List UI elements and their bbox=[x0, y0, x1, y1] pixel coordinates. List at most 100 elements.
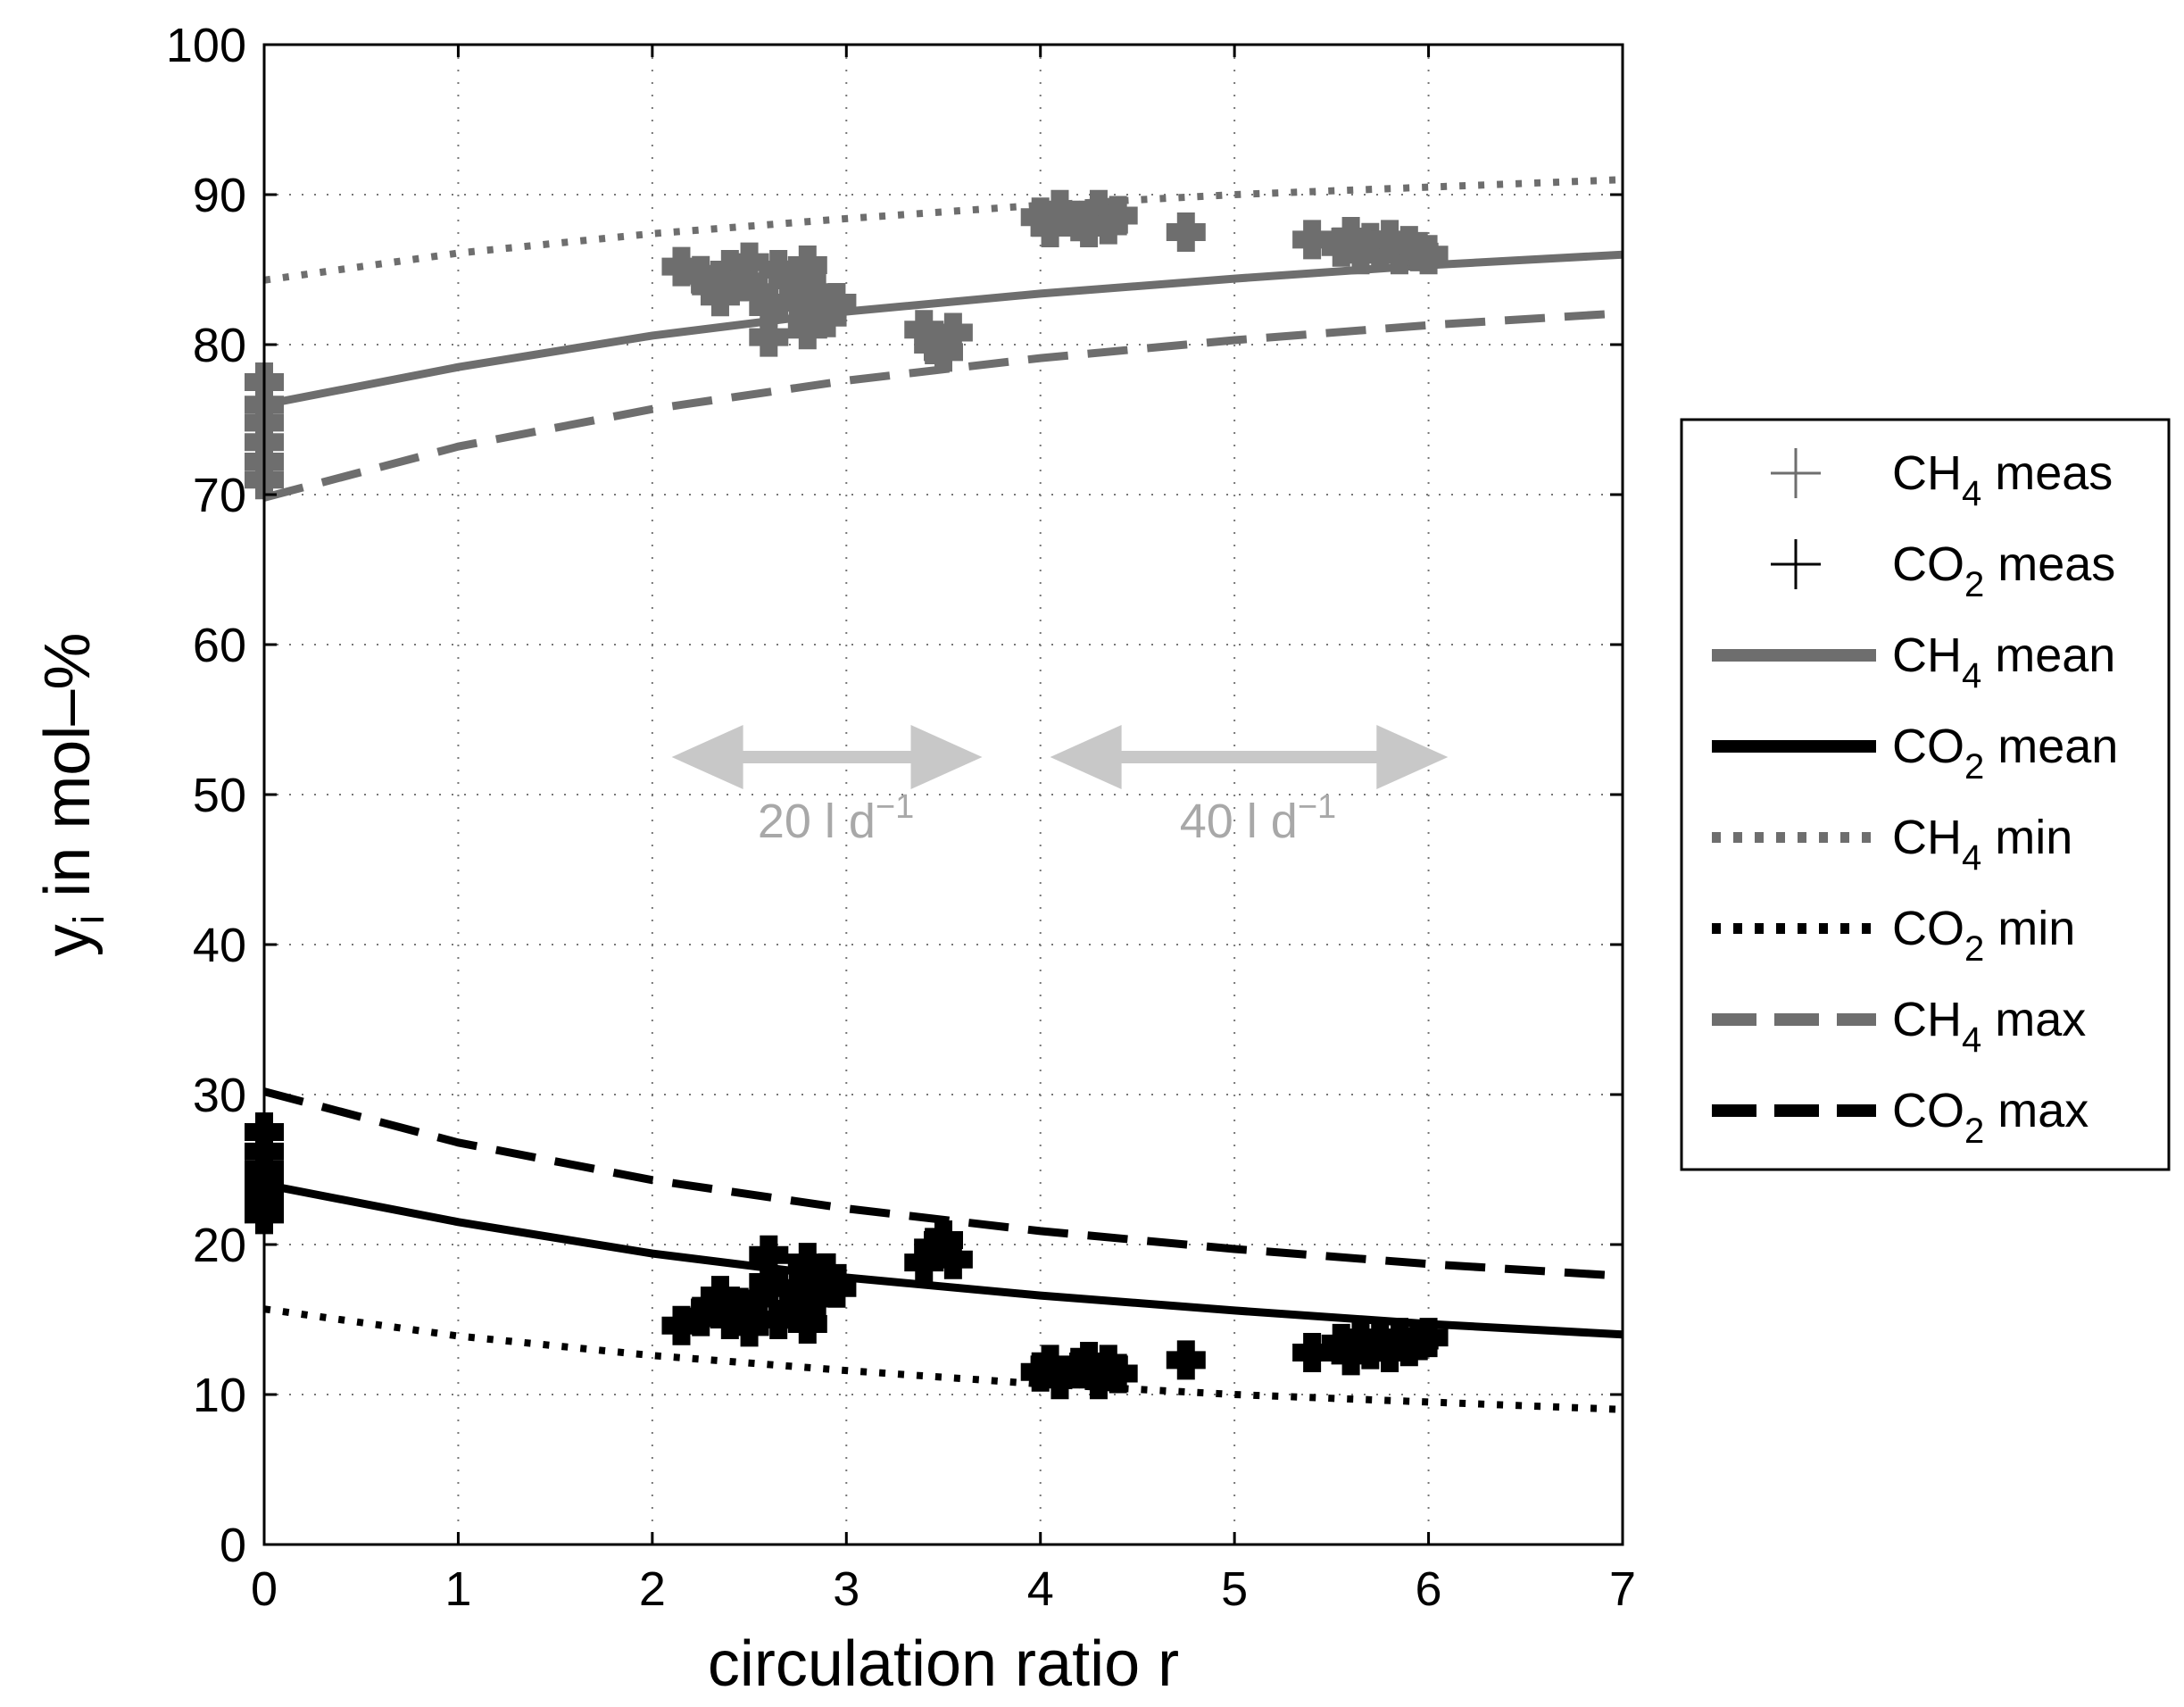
x-tick-label: 7 bbox=[1609, 1562, 1636, 1616]
y-axis-label: yi in mol–% bbox=[32, 633, 113, 957]
legend-label-formula: CH bbox=[1892, 629, 1962, 682]
x-tick-label: 4 bbox=[1027, 1562, 1054, 1616]
legend-label-kind: min bbox=[1981, 811, 2072, 864]
y-tick-label: 70 bbox=[193, 469, 246, 522]
series-line-co2_max bbox=[264, 1087, 1623, 1280]
legend-label-formula: CO bbox=[1892, 902, 1964, 955]
legend-label-kind: meas bbox=[1981, 446, 2113, 500]
legend-label-formula: CH bbox=[1892, 446, 1962, 500]
legend-label: CO2 meas bbox=[1892, 537, 2115, 604]
y-axis-label-unit: in mol–% bbox=[32, 633, 104, 915]
legend-label-kind: max bbox=[1981, 993, 2086, 1046]
y-tick-label: 30 bbox=[193, 1069, 246, 1122]
legend-label-subscript: 4 bbox=[1962, 1020, 1981, 1060]
legend-label-formula: CO bbox=[1892, 537, 1964, 591]
legend-label-subscript: 2 bbox=[1964, 747, 1984, 787]
legend-label: CH4 max bbox=[1892, 993, 2086, 1060]
legend-label: CH4 mean bbox=[1892, 629, 2115, 695]
x-tick-label: 5 bbox=[1221, 1562, 1248, 1616]
legend-label-subscript: 2 bbox=[1964, 565, 1984, 604]
annotations: 20 l d−1 40 l d−1 bbox=[671, 725, 1449, 848]
legend-swatch-marker bbox=[1771, 448, 1821, 498]
marker-co2_meas bbox=[787, 1243, 827, 1283]
range-label-exponent: −1 bbox=[876, 788, 914, 826]
marker-ch4_meas bbox=[787, 310, 827, 350]
y-axis-label-text: yi in mol–% bbox=[32, 633, 113, 957]
legend-label-kind: max bbox=[1984, 1084, 2089, 1137]
marker-co2_meas bbox=[933, 1239, 973, 1279]
legend-label-kind: mean bbox=[1984, 720, 2118, 773]
marker-co2_meas bbox=[1098, 1353, 1138, 1394]
legend-label-subscript: 4 bbox=[1962, 838, 1981, 878]
legend-label-subscript: 2 bbox=[1964, 929, 1984, 969]
y-tick-label: 20 bbox=[193, 1219, 246, 1272]
marker-ch4_meas bbox=[749, 317, 789, 357]
y-axis-label-main: y bbox=[32, 924, 104, 956]
marker-ch4_meas bbox=[817, 282, 857, 322]
marker-ch4_meas bbox=[787, 245, 827, 285]
legend-entry-co2_min: CO2 min bbox=[1712, 902, 2075, 969]
range-arrow-left-head bbox=[671, 725, 743, 789]
marker-ch4_meas bbox=[1098, 196, 1138, 236]
marker-co2_meas bbox=[749, 1235, 789, 1275]
x-tick-label: 6 bbox=[1416, 1562, 1442, 1616]
x-axis-label: circulation ratio r bbox=[708, 1628, 1179, 1700]
range-label-text: 20 l d bbox=[758, 795, 876, 848]
legend-label: CO2 mean bbox=[1892, 720, 2118, 787]
marker-ch4_meas bbox=[933, 312, 973, 353]
legend-label: CO2 max bbox=[1892, 1084, 2089, 1151]
y-axis-label-subscript: i bbox=[66, 915, 113, 925]
y-tick-label: 80 bbox=[193, 319, 246, 372]
y-tick-label: 100 bbox=[166, 19, 246, 72]
legend-label-kind: min bbox=[1984, 902, 2075, 955]
range-label-text: 40 l d bbox=[1180, 795, 1298, 848]
legend-label: CH4 meas bbox=[1892, 446, 2113, 513]
legend-entry-ch4_meas: CH4 meas bbox=[1771, 446, 2113, 513]
legend-entry-co2_mean: CO2 mean bbox=[1712, 720, 2118, 787]
range-arrow-range40: 40 l d−1 bbox=[1050, 725, 1449, 848]
legend-entry-ch4_min: CH4 min bbox=[1712, 811, 2072, 878]
legend-label-subscript: 4 bbox=[1962, 656, 1981, 695]
range-arrow-right-head bbox=[910, 725, 983, 789]
series-line-co2_min bbox=[264, 1305, 1623, 1413]
legend-label-subscript: 2 bbox=[1964, 1112, 1984, 1151]
marker-co2_meas bbox=[817, 1268, 857, 1308]
legend-label-kind: meas bbox=[1984, 537, 2115, 591]
legend-entry-ch4_max: CH4 max bbox=[1712, 993, 2086, 1060]
legend-swatch-marker bbox=[1771, 539, 1821, 589]
legend-label-kind: mean bbox=[1981, 629, 2115, 682]
y-tick-label: 0 bbox=[220, 1519, 246, 1572]
legend-box bbox=[1680, 418, 2171, 1171]
x-tick-label: 1 bbox=[444, 1562, 471, 1616]
legend-label-formula: CH bbox=[1892, 811, 1962, 864]
y-tick-label: 40 bbox=[193, 919, 246, 972]
y-tick-label: 10 bbox=[193, 1369, 246, 1422]
y-tick-label: 50 bbox=[193, 769, 246, 822]
x-tick-label: 0 bbox=[251, 1562, 278, 1616]
legend-label: CO2 min bbox=[1892, 902, 2075, 969]
marker-co2_meas bbox=[1292, 1332, 1333, 1372]
marker-ch4_meas bbox=[1166, 212, 1206, 252]
marker-ch4_meas bbox=[1408, 235, 1449, 275]
marker-co2_meas bbox=[1408, 1318, 1449, 1358]
marker-co2_meas bbox=[787, 1304, 827, 1345]
range-label-exponent: −1 bbox=[1298, 788, 1336, 826]
range-arrow-left-head bbox=[1050, 725, 1122, 789]
legend-label-formula: CH bbox=[1892, 993, 1962, 1046]
legend-label-formula: CO bbox=[1892, 720, 1964, 773]
range-label-range40: 40 l d−1 bbox=[1180, 788, 1336, 848]
legend-label-subscript: 4 bbox=[1962, 474, 1981, 513]
legend-label: CH4 min bbox=[1892, 811, 2072, 878]
legend-entry-co2_meas: CO2 meas bbox=[1771, 537, 2115, 604]
y-tick-label: 60 bbox=[193, 619, 246, 672]
legend-entry-ch4_mean: CH4 mean bbox=[1712, 629, 2115, 695]
legend-label-formula: CO bbox=[1892, 1084, 1964, 1137]
legend-entry-co2_max: CO2 max bbox=[1712, 1084, 2089, 1151]
range-label-range20: 20 l d−1 bbox=[758, 788, 914, 848]
x-tick-label: 3 bbox=[833, 1562, 859, 1616]
range-arrow-range20: 20 l d−1 bbox=[671, 725, 983, 848]
y-tick-label: 90 bbox=[193, 169, 246, 222]
